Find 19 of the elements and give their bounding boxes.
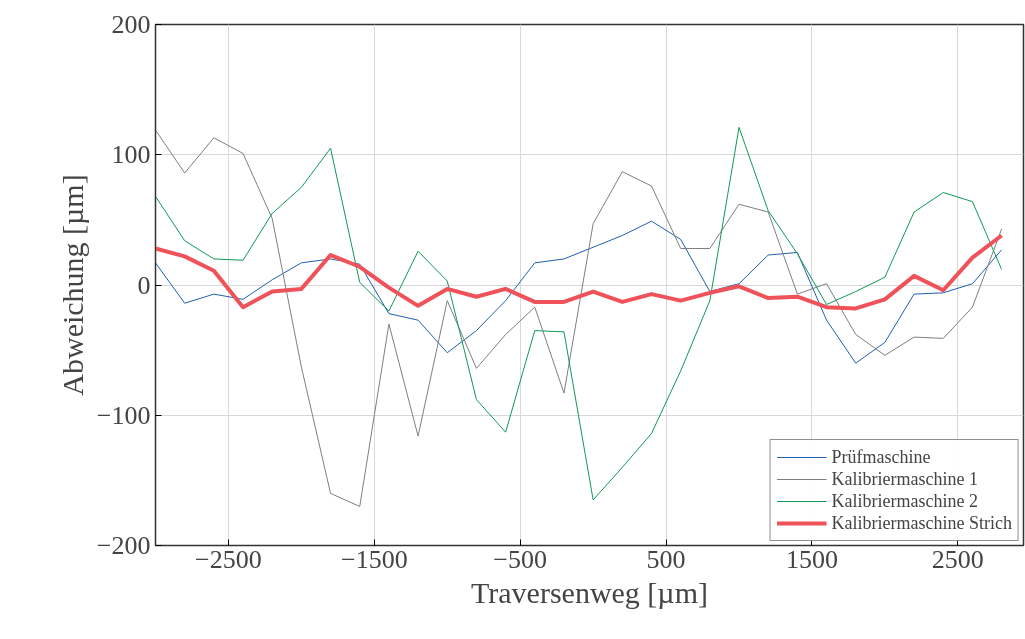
y-axis-title: Abweichung [µm]	[55, 174, 89, 396]
x-tick-label: 1500	[785, 544, 838, 574]
y-tick-label: 200	[111, 10, 151, 39]
legend-label: Kalibriermaschine Strich	[831, 512, 1012, 534]
x-axis-title: Traversenweg [µm]	[471, 575, 708, 609]
legend-label: Kalibriermaschine 2	[831, 490, 978, 512]
legend-label: Kalibriermaschine 1	[831, 468, 978, 490]
y-tick-label: −100	[96, 400, 151, 430]
line-series	[155, 220, 1003, 364]
x-tick-label: 500	[646, 544, 686, 574]
y-tick-label: −200	[96, 531, 151, 560]
x-tick-label: −2500	[195, 544, 262, 574]
legend-label: Prüfmaschine	[831, 446, 931, 468]
line-series	[155, 233, 1004, 311]
x-tick-label: 2500	[931, 544, 984, 574]
x-tick-label: −1500	[340, 544, 408, 574]
y-tick-label: 0	[137, 270, 151, 300]
x-tick-label: −500	[493, 544, 548, 574]
y-tick-label: 100	[111, 140, 151, 170]
